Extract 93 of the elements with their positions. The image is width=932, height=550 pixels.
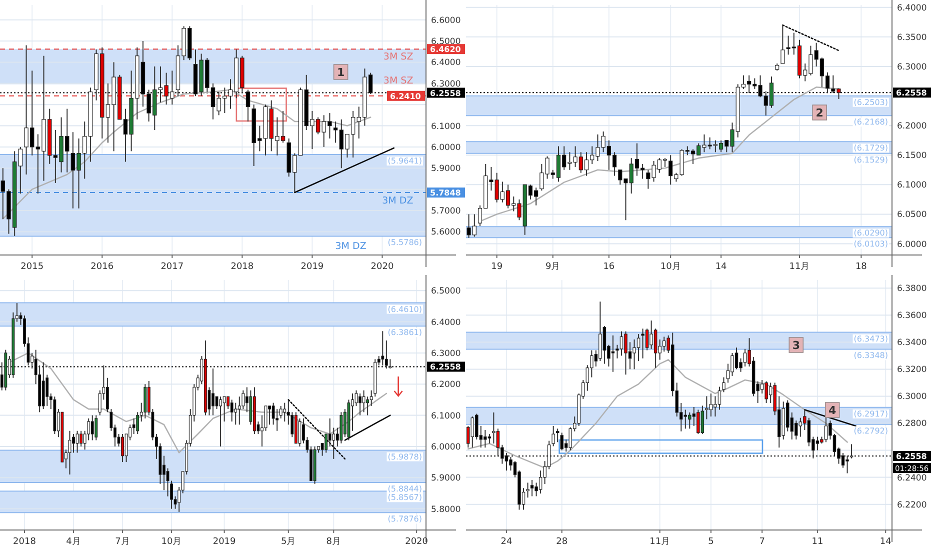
- y-tick-label: 5.9000: [431, 164, 461, 174]
- x-tick-label: 4月: [66, 537, 81, 547]
- x-tick-label: 11月: [650, 537, 670, 547]
- y-tick-label: 6.3500: [897, 32, 927, 43]
- y-tick-label: 6.3000: [431, 79, 461, 90]
- y-tick-label: 6.3200: [897, 365, 927, 376]
- y-tick-label: 6.2200: [897, 500, 927, 510]
- ref-line-label: (6.4610): [388, 304, 422, 314]
- ref-line-label: 6.4620: [430, 45, 462, 54]
- x-tick-label: 11月: [789, 262, 810, 272]
- y-tick-label: 6.2000: [431, 380, 461, 390]
- y-tick-label: 5.8000: [431, 504, 461, 515]
- x-tick-label: 14: [715, 262, 728, 272]
- y-tick-label: 6.6000: [431, 16, 461, 26]
- ref-line-label: (6.1729): [854, 144, 888, 153]
- ref-line-label: (6.2792): [854, 426, 888, 436]
- ref-line-label: (6.3473): [854, 334, 888, 344]
- x-tick-label: 2015: [20, 262, 44, 272]
- annotation: 3M SZ: [383, 76, 414, 86]
- annotation: 3M SZ: [383, 51, 414, 62]
- x-tick-label: 10月: [660, 262, 681, 272]
- y-tick-label: 5.9000: [431, 474, 461, 484]
- x-tick-label: 2019: [300, 262, 324, 272]
- x-tick-label: 9月: [546, 262, 560, 272]
- y-tick-label: 6.5000: [431, 286, 461, 297]
- y-tick-label: 5.6000: [431, 228, 461, 238]
- y-tick-label: 6.1500: [897, 151, 927, 162]
- x-tick-label: 7月: [115, 537, 130, 547]
- y-tick-label: 6.3800: [897, 284, 927, 294]
- y-tick-label: 6.3400: [897, 338, 927, 348]
- y-tick-label: 6.2400: [897, 473, 927, 484]
- ref-line-label: (5.9878): [388, 452, 422, 462]
- y-tick-label: 6.4000: [431, 318, 461, 328]
- ref-line-label: (5.5786): [388, 238, 422, 248]
- y-tick-label: 6.1000: [431, 122, 461, 132]
- annotation: 1: [336, 66, 345, 79]
- ref-line-label: (5.8844): [388, 484, 422, 494]
- ref-line-label: (5.9641): [388, 156, 422, 166]
- x-tick-label: 24: [500, 537, 512, 547]
- annotation: 3: [792, 339, 800, 352]
- y-tick-label: 6.3000: [897, 392, 927, 402]
- ref-line-label: 6.2558: [430, 88, 462, 98]
- ref-line-label: (6.3348): [854, 351, 888, 360]
- ref-line-label: (6.2503): [854, 98, 888, 107]
- x-tick-label: 2020: [370, 262, 394, 272]
- annotation: 3M DZ: [382, 196, 414, 206]
- y-tick-label: 6.0500: [897, 210, 927, 220]
- x-tick-label: 28: [556, 537, 568, 547]
- ref-line-label: (6.2917): [854, 409, 888, 418]
- x-tick-label: 2016: [90, 262, 114, 272]
- x-tick-label: 5: [708, 537, 714, 547]
- ref-line-label: 6.2410: [390, 92, 422, 101]
- x-tick-label: 16: [603, 262, 615, 272]
- ref-line-label: (6.0290): [854, 228, 888, 238]
- y-tick-label: 6.3000: [431, 348, 461, 359]
- y-tick-label: 6.4000: [431, 58, 461, 68]
- x-tick-label: 2019: [212, 537, 236, 547]
- y-tick-label: 6.4000: [897, 3, 927, 14]
- annotation: 3M DZ: [335, 241, 367, 252]
- annotation: 2: [816, 106, 824, 120]
- ref-line-label: (6.3861): [388, 328, 422, 338]
- x-tick-label: 8月: [326, 537, 342, 547]
- x-tick-label: 2018: [13, 537, 36, 547]
- x-tick-label: 10月: [161, 537, 182, 547]
- ref-line-label: 6.2558: [896, 88, 928, 98]
- x-tick-label: 2020: [405, 537, 428, 547]
- x-tick-label: 18: [855, 262, 868, 272]
- ref-line-label: (5.8567): [388, 493, 422, 502]
- y-tick-label: 6.1000: [431, 411, 461, 422]
- y-tick-label: 6.0000: [431, 442, 461, 452]
- ref-line-label: 6.2558: [896, 452, 928, 461]
- x-tick-label: 7: [759, 537, 765, 547]
- ref-line-label: (5.7876): [388, 514, 422, 524]
- annotation: 4: [828, 404, 837, 417]
- ref-line-label: (6.2168): [854, 118, 888, 127]
- x-tick-label: 2017: [160, 262, 184, 272]
- y-tick-label: 6.3600: [897, 311, 927, 322]
- y-tick-label: 6.3000: [897, 62, 927, 72]
- x-tick-label: 5月: [281, 537, 296, 547]
- y-tick-label: 6.2800: [897, 419, 927, 430]
- y-tick-label: 5.7000: [431, 206, 461, 217]
- x-tick-label: 14: [880, 537, 892, 547]
- y-tick-label: 6.2000: [897, 122, 927, 132]
- x-tick-label: 19: [491, 262, 503, 272]
- x-tick-label: 2018: [230, 262, 254, 272]
- y-tick-label: 6.0000: [431, 142, 461, 153]
- ref-line-label: 6.2558: [430, 362, 462, 372]
- y-tick-label: 6.1000: [897, 180, 927, 191]
- ref-line-label: (6.0103): [854, 240, 888, 249]
- ref-line-label: 5.7848: [430, 188, 462, 198]
- x-tick-label: 11: [812, 537, 824, 547]
- y-tick-label: 6.0000: [897, 240, 927, 250]
- ref-line-label: (6.1529): [854, 155, 888, 164]
